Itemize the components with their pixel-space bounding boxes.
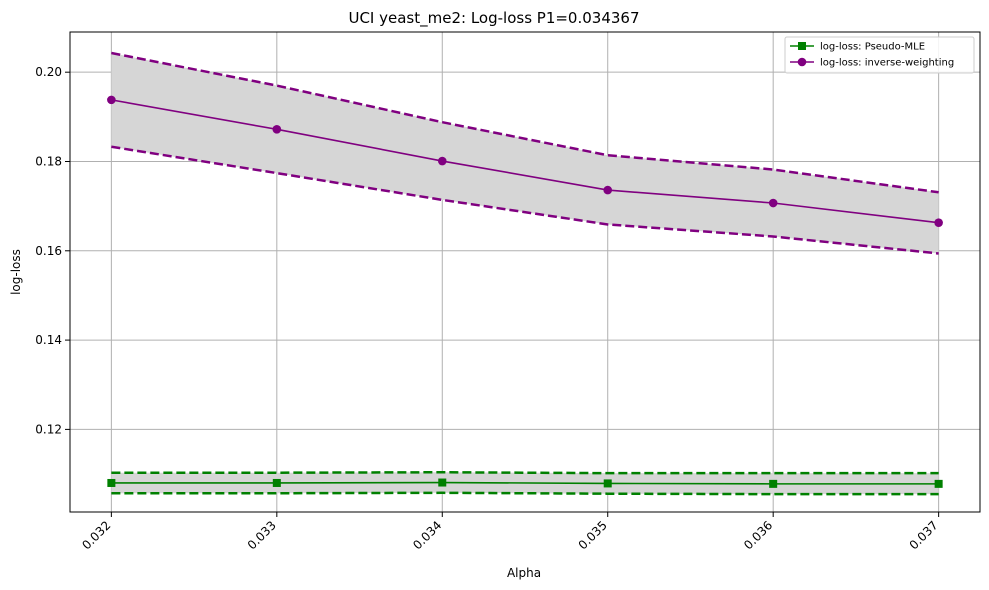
y-axis-label: log-loss [9,249,23,295]
upper-bound-line [111,51,939,194]
data-point [272,125,282,134]
data-point [107,95,116,105]
series-line [111,99,939,224]
y-tick-label: 0.12 [35,422,62,436]
plot-frame [69,31,981,513]
confidence-band [111,52,939,254]
series-lines [107,51,943,496]
legend-box [784,36,975,74]
data-point [437,156,447,166]
lower-bound-line [111,491,939,496]
data-point [438,478,447,487]
chart-title: UCI yeast_me2: Log-loss P1=0.034367 [348,9,639,28]
y-tick-label: 0.20 [35,65,62,79]
lower-bound-line [111,145,939,255]
data-point [934,479,943,488]
x-axis-label: Alpha [507,566,541,580]
data-point [934,218,943,227]
data-point [768,198,778,208]
series-line [111,481,939,485]
data-point [603,479,612,488]
legend-marker [798,42,806,50]
y-axis-ticks: 0.12 0.14 0.16 0.18 0.20 [35,65,70,436]
data-point [107,478,116,487]
data-point [769,479,778,488]
y-tick-label: 0.16 [35,244,62,258]
legend-label: log-loss: Pseudo-MLE [820,42,925,53]
y-tick-label: 0.14 [35,333,62,347]
legend-marker [797,57,807,67]
y-tick-label: 0.18 [35,154,62,168]
legend: log-loss: Pseudo-MLE log-loss: inverse-we… [784,36,975,74]
data-point [603,185,613,195]
upper-bound-line [111,471,939,475]
legend-label: log-loss: inverse-weighting [820,58,954,69]
data-point [272,478,281,487]
